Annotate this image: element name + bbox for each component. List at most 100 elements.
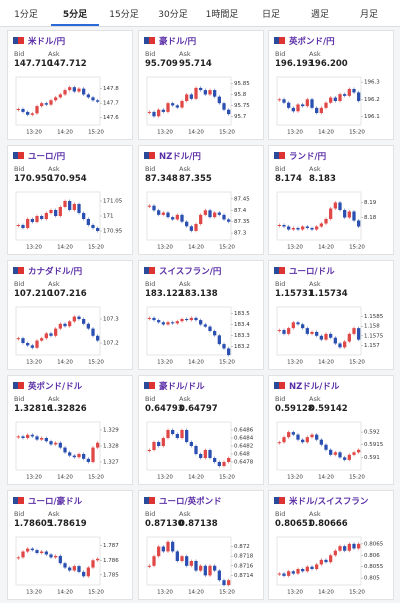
candle	[180, 101, 184, 108]
pair-name[interactable]: ランド/円	[289, 152, 327, 162]
currency-card[interactable]: 米ドル/スイスフラン Bid Ask 0.80651 0.80666 0.805 0.805…	[268, 490, 394, 600]
bid-value: 0.64793	[145, 404, 184, 414]
pair-name[interactable]: 豪ドル/ドル	[159, 382, 205, 392]
currency-card[interactable]: NZドル/円 Bid Ask 87.348 87.355 87.3 87.35 87.4 87.…	[138, 145, 264, 255]
ask-value: 107.216	[48, 289, 87, 299]
candle	[189, 442, 193, 446]
candle	[21, 225, 25, 228]
mini-chart: 170.95 171 171.05 13:20 14:20 15:20	[15, 191, 123, 251]
candle	[147, 111, 151, 113]
candle	[324, 102, 328, 108]
candle	[203, 565, 207, 576]
currency-card[interactable]: 英ポンド/円 Bid Ask 196.193 196.200 196.1 196.2 196.…	[268, 30, 394, 140]
y-tick-label: 8.19	[364, 200, 377, 206]
pair-name[interactable]: ユーロ/英ポンド	[159, 497, 222, 507]
x-tick-label: 13:20	[287, 360, 303, 366]
pair-name[interactable]: ユーロ/豪ドル	[28, 497, 83, 507]
currency-card[interactable]: スイスフラン/円 Bid Ask 183.122 183.138 183.2 183.3 18…	[138, 260, 264, 370]
pair-name[interactable]: 英ポンド/円	[289, 37, 335, 47]
pair-name[interactable]: ユーロ/円	[28, 152, 66, 162]
candle	[194, 87, 198, 99]
candle	[333, 337, 337, 344]
candle	[72, 204, 76, 210]
y-tick-label: 0.8065	[364, 541, 384, 547]
mini-chart: 183.2 183.3 183.4 183.5 13:20 14:20 15:20	[146, 306, 250, 366]
currency-card[interactable]: 英ポンド/ドル Bid Ask 1.32816 1.32826 1.327 1.328 1.3…	[7, 375, 133, 485]
y-tick-label: 171	[103, 214, 114, 220]
currency-card[interactable]: ランド/円 Bid Ask 8.174 8.183 8.18 8.19 13:20 14:20 1…	[268, 145, 394, 255]
candle	[213, 212, 217, 218]
candle	[222, 344, 226, 349]
tab[interactable]: 日足	[261, 10, 280, 20]
ask-value: 196.200	[309, 59, 348, 69]
pair-name[interactable]: 豪ドル/円	[159, 37, 197, 47]
candle	[54, 210, 58, 216]
currency-card[interactable]: NZドル/ドル Bid Ask 0.59128 0.59142 0.591 0.5915 0.…	[268, 375, 394, 485]
tab[interactable]: 30分足	[158, 10, 188, 20]
bid-label: Bid	[275, 510, 286, 518]
y-tick-label: 95.7	[234, 114, 247, 120]
ask-value: 147.712	[48, 59, 87, 69]
ask-label: Ask	[179, 50, 191, 58]
y-tick-label: 0.8718	[234, 554, 254, 560]
pair-name[interactable]: 米ドル/円	[28, 37, 66, 47]
currency-card[interactable]: 米ドル/円 Bid Ask 147.710 147.712 147.6 147.7 147.8…	[7, 30, 133, 140]
candle	[287, 432, 291, 438]
pair-name[interactable]: NZドル/円	[159, 152, 201, 162]
tab[interactable]: 15分足	[109, 10, 139, 20]
candle	[338, 202, 342, 210]
tab[interactable]: 月足	[359, 10, 378, 20]
pair-name[interactable]: NZドル/ドル	[289, 382, 340, 392]
candle	[315, 331, 319, 336]
plot-frame	[276, 306, 362, 356]
candle	[96, 442, 100, 448]
tab[interactable]: 5分足	[51, 7, 99, 26]
pair-name[interactable]: スイスフラン/円	[159, 267, 222, 277]
candle	[291, 571, 295, 574]
currency-card[interactable]: カナダドル/円 Bid Ask 107.210 107.216 107.2 107.3 13:…	[7, 260, 133, 370]
y-tick-label: 0.8055	[364, 564, 384, 570]
currency-card[interactable]: ユーロ/豪ドル Bid Ask 1.78605 1.78619 1.785 1.786 1.7…	[7, 490, 133, 600]
bid-value: 1.32816	[14, 404, 53, 414]
candle	[157, 546, 161, 557]
candle	[301, 104, 305, 107]
x-tick-label: 14:20	[57, 130, 73, 136]
candle	[194, 561, 198, 571]
tab[interactable]: 1時間足	[205, 10, 239, 20]
candle	[185, 94, 189, 101]
candle	[203, 90, 207, 95]
currency-card[interactable]: 豪ドル/円 Bid Ask 95.709 95.714 95.7 95.75 95.8 95.8…	[138, 30, 264, 140]
candle	[277, 442, 281, 444]
pair-name[interactable]: 米ドル/スイスフラン	[289, 497, 369, 507]
y-tick-label: 171.05	[103, 199, 123, 205]
plot-frame	[15, 191, 101, 241]
candle	[310, 228, 314, 230]
currency-card[interactable]: ユーロ/ドル Bid Ask 1.15731 1.15734 1.157 1.1575 1.1…	[268, 260, 394, 370]
pair-name[interactable]: カナダドル/円	[28, 267, 83, 277]
ask-label: Ask	[309, 510, 321, 518]
candle	[26, 343, 30, 346]
tab[interactable]: 週足	[310, 10, 329, 20]
ask-value: 87.355	[179, 174, 212, 184]
tab[interactable]: 1分足	[14, 10, 38, 20]
currency-card[interactable]: ユーロ/円 Bid Ask 170.950 170.954 170.95 171 171.05…	[7, 145, 133, 255]
timeframe-tabs: 1分足 5分足 15分足 30分足 1時間足 日足 週足 月足	[0, 0, 400, 27]
candle	[324, 333, 328, 340]
ask-value: 0.59142	[309, 404, 348, 414]
candle	[347, 89, 351, 96]
pair-name[interactable]: 英ポンド/ドル	[28, 382, 83, 392]
flag-icon	[144, 382, 155, 389]
currency-card[interactable]: ユーロ/英ポンド Bid Ask 0.87130 0.87138 0.8714 0.8716…	[138, 490, 264, 600]
currency-card[interactable]: 豪ドル/ドル Bid Ask 0.64793 0.64797 0.6478 0.648 0.6…	[138, 375, 264, 485]
candle	[291, 228, 295, 230]
x-tick-label: 15:20	[219, 590, 235, 596]
candle	[77, 454, 81, 458]
ask-label: Ask	[179, 395, 191, 403]
candle	[343, 546, 347, 551]
pair-name[interactable]: ユーロ/ドル	[289, 267, 335, 277]
plot-frame	[276, 536, 362, 586]
bid-label: Bid	[14, 510, 25, 518]
candle	[30, 548, 34, 551]
candle	[208, 210, 212, 218]
candle	[30, 113, 34, 115]
